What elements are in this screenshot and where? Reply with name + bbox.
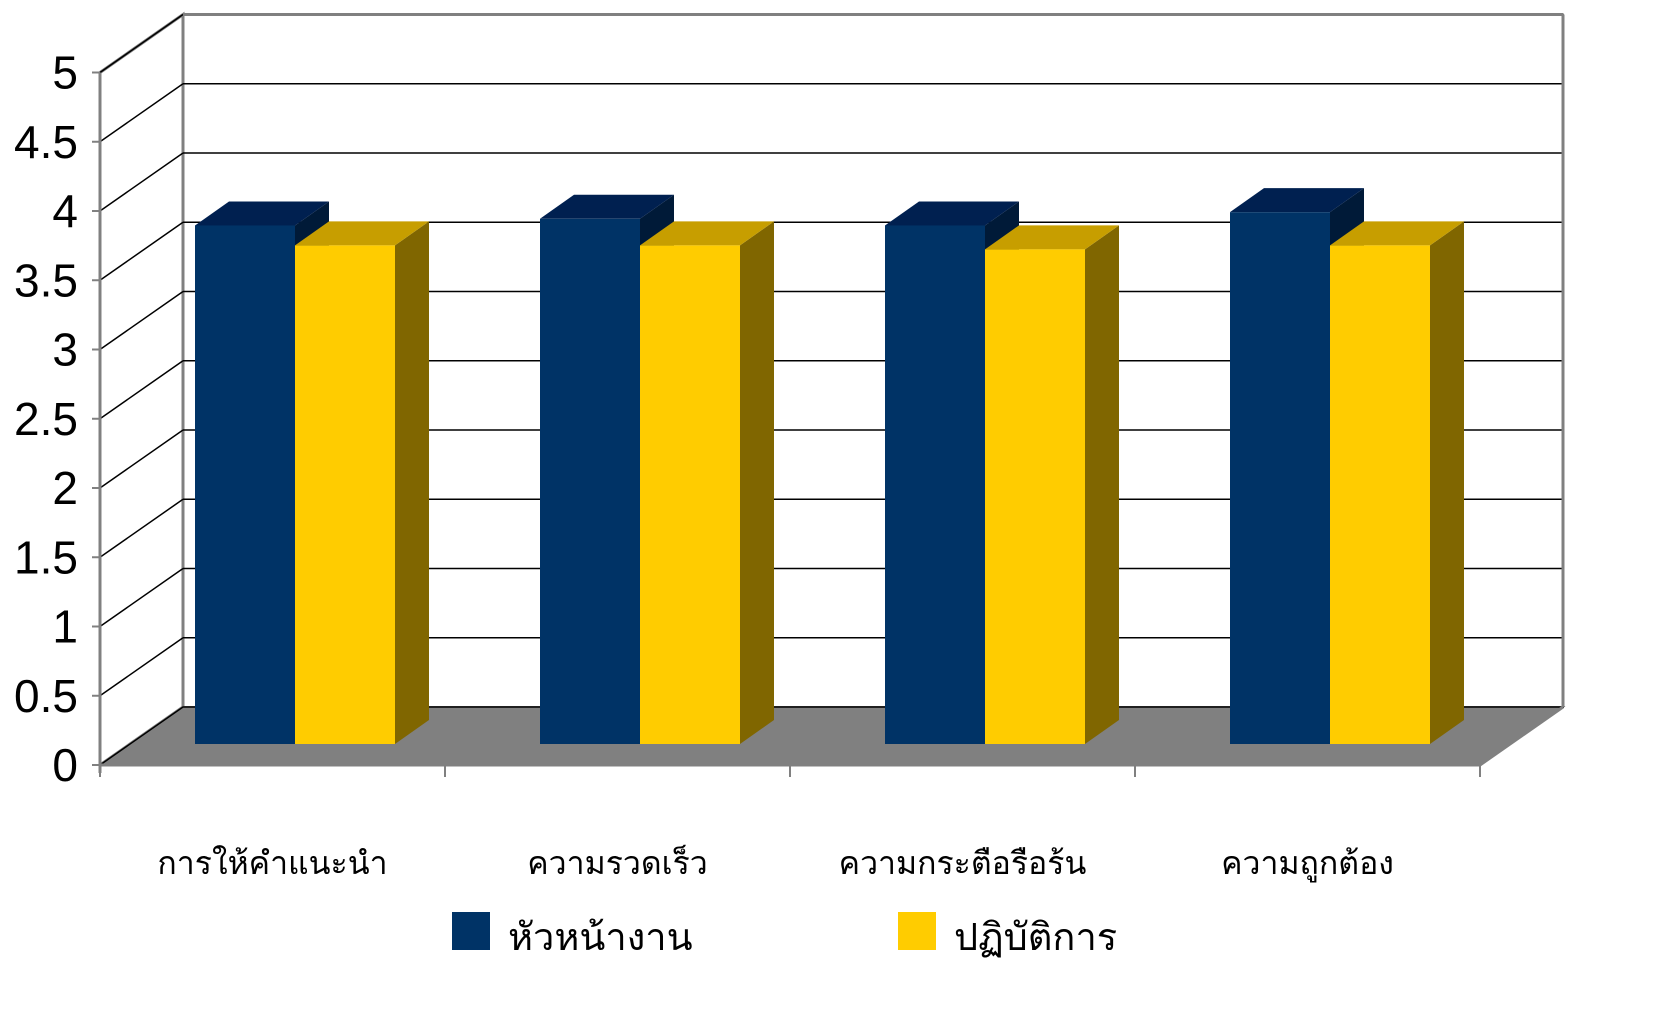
y-tick-label: 1.5 <box>14 531 78 583</box>
x-tick-label: ความกระตือรือร้น <box>839 844 1087 882</box>
gridline-side <box>99 13 184 74</box>
x-tick-label: ความถูกต้อง <box>1221 844 1394 883</box>
y-axis-ticks: 0 0.5 1 1.5 2 2.5 3 3.5 4 4.5 5 <box>14 47 100 791</box>
legend-label: หัวหน้างาน <box>508 915 693 959</box>
bar <box>985 249 1085 744</box>
bars <box>195 188 1464 745</box>
legend-swatch <box>898 912 936 950</box>
x-axis-labels: การให้คำแนะนำ ความรวดเร็ว ความกระตือรือร้น… <box>157 844 1393 883</box>
bar <box>885 225 985 744</box>
bar-top <box>640 221 774 246</box>
bar <box>540 218 640 745</box>
y-tick-label: 3.5 <box>14 254 78 306</box>
gridline-side <box>99 83 184 143</box>
gridline-side <box>99 567 184 628</box>
bar-top <box>1330 221 1464 246</box>
bar-top <box>195 201 329 226</box>
y-tick-label: 2 <box>52 462 78 514</box>
x-tick-label: ความรวดเร็ว <box>527 844 707 882</box>
legend-swatch <box>452 912 490 950</box>
bar <box>640 245 740 744</box>
bar <box>295 245 395 744</box>
bar-top <box>885 201 1019 226</box>
bar-side <box>740 221 774 744</box>
bar-top <box>540 194 674 219</box>
y-tick-label: 0 <box>52 739 78 791</box>
bar <box>195 225 295 744</box>
y-tick-label: 4.5 <box>14 116 78 168</box>
bar-top <box>985 225 1119 250</box>
bar-side <box>395 221 429 744</box>
y-tick-label: 1 <box>52 601 78 653</box>
gridline-side <box>99 290 184 351</box>
gridline-side <box>99 221 184 281</box>
y-tick-label: 2.5 <box>14 393 78 445</box>
gridline-side <box>99 152 184 212</box>
y-tick-label: 4 <box>52 185 78 237</box>
y-tick-label: 3 <box>52 324 78 376</box>
gridline-side <box>99 637 184 697</box>
y-tick-label: 5 <box>52 47 78 99</box>
bar-side <box>1430 221 1464 744</box>
legend-label: ปฏิบัติการ <box>954 915 1117 959</box>
chart-axes <box>98 13 1565 777</box>
gridline-side <box>99 360 184 420</box>
floor-edge-right <box>1479 705 1564 767</box>
bar <box>1230 212 1330 744</box>
bar-side <box>1085 225 1119 744</box>
y-tick-label: 0.5 <box>14 670 78 722</box>
x-tick-label: การให้คำแนะนำ <box>157 844 387 882</box>
bar-top <box>1230 188 1364 213</box>
gridline-side <box>99 429 184 489</box>
gridline-side <box>99 498 184 558</box>
legend: หัวหน้างาน ปฏิบัติการ <box>452 912 1117 959</box>
bar-top <box>295 221 429 246</box>
bar <box>1330 245 1430 744</box>
